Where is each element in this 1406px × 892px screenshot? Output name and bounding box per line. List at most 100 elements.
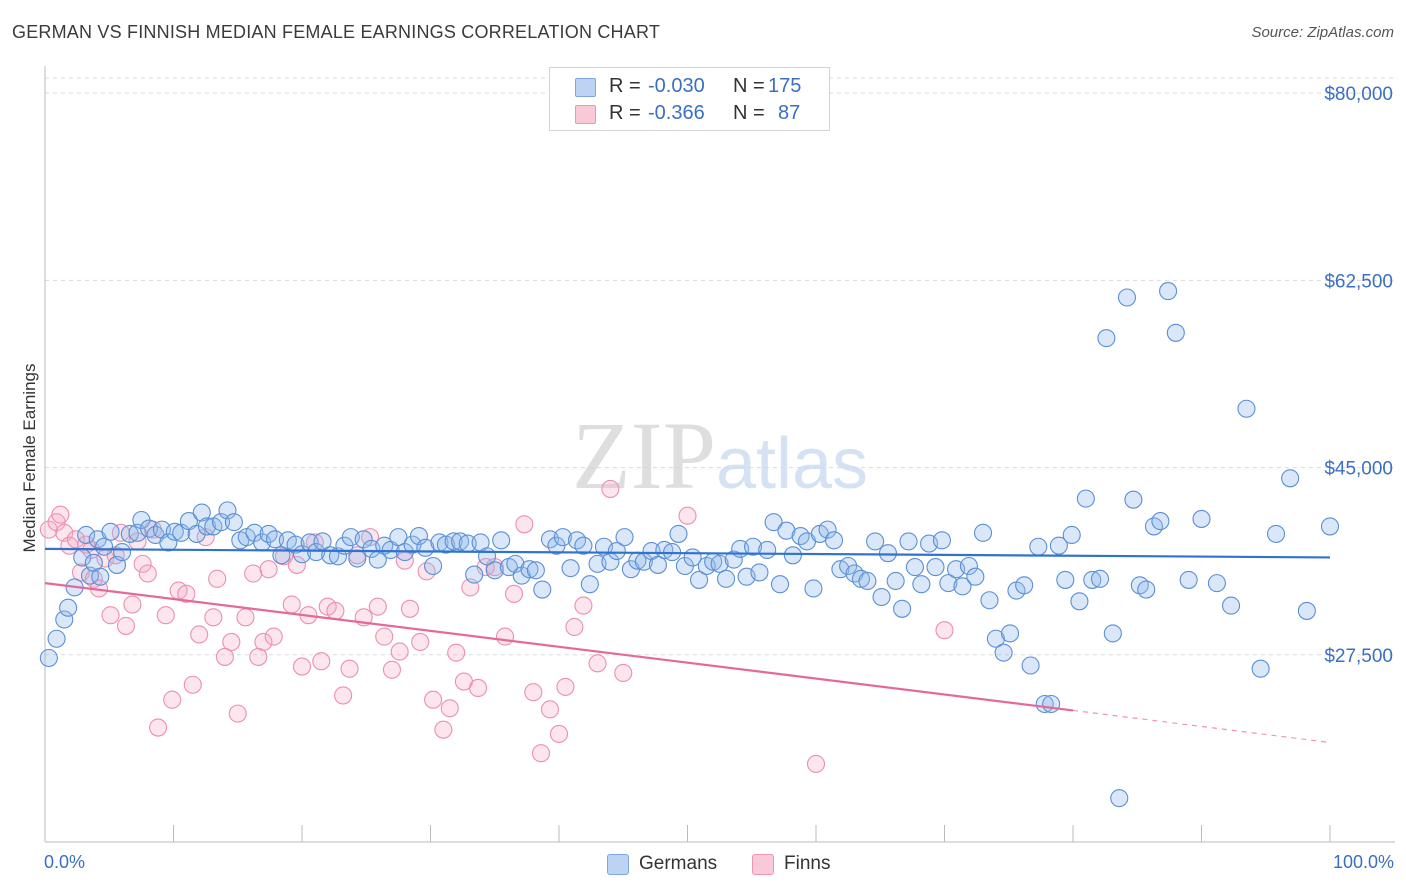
finns-point (549, 724, 569, 744)
germans-point (409, 527, 428, 546)
y-tick-label: $45,000 (1324, 459, 1393, 480)
germans-point (893, 599, 912, 618)
germans-point (389, 528, 408, 547)
germans-point (485, 561, 504, 580)
finns-point (236, 608, 255, 627)
finns-point (287, 555, 306, 574)
germans-point (55, 610, 74, 629)
germans-point (966, 567, 985, 586)
finns-point (556, 677, 575, 696)
germans-point (1110, 789, 1129, 808)
finns-point (601, 479, 620, 499)
germans-point (804, 579, 823, 598)
finns-point (390, 642, 409, 661)
germans-point (866, 532, 885, 551)
legend-row-germans: R = -0.030 N = 175 (550, 73, 829, 101)
germans-point (615, 528, 634, 547)
germans-point (113, 543, 132, 562)
finns-point (440, 699, 459, 718)
germans-point (580, 575, 599, 594)
germans-point (465, 565, 484, 584)
germans-point (424, 556, 443, 576)
germans-label: Germans (639, 853, 718, 874)
legend-row-finns: R = -0.366 N = 87 (550, 100, 829, 128)
germans-point (561, 559, 580, 578)
germans-point (959, 556, 978, 576)
finns-point (515, 515, 534, 534)
germans-point (1281, 469, 1300, 488)
germans-point (265, 530, 285, 549)
germans-point (980, 591, 999, 610)
germans-point (886, 571, 905, 591)
germans-point (492, 531, 511, 550)
germans-point (710, 554, 729, 573)
y-tick-label: $62,500 (1324, 271, 1393, 292)
finns-point (447, 643, 466, 662)
germans-point (1124, 490, 1143, 509)
finns-point (204, 608, 223, 627)
germans-point (872, 587, 891, 607)
germans-point (1062, 525, 1081, 545)
finns-point (149, 718, 168, 737)
germans-point (1090, 569, 1110, 588)
legend-n-label: N = (733, 102, 765, 124)
germans-point (307, 543, 326, 562)
finns-point (101, 606, 120, 625)
germans-point (77, 525, 96, 545)
germans-point (648, 555, 667, 574)
germans-point (724, 550, 743, 569)
finns-point (183, 675, 202, 694)
germans-point (197, 517, 216, 536)
germans-point (858, 571, 877, 591)
germans-point (165, 522, 184, 541)
finns-point (244, 564, 263, 583)
series-legend: Germans Finns (0, 852, 1406, 878)
germans-point (939, 574, 958, 593)
germans-point (224, 513, 243, 532)
finns-point (468, 678, 488, 698)
finns-point (806, 754, 826, 773)
germans-point (187, 524, 206, 543)
germans-point (286, 535, 305, 554)
finns-point (614, 663, 633, 683)
germans-point (533, 580, 552, 599)
finns-point (312, 652, 331, 671)
germans-point (1251, 659, 1270, 678)
germans-point (1266, 524, 1286, 543)
germans-point (1070, 592, 1089, 611)
germans-point (994, 643, 1013, 662)
germans-point (953, 577, 972, 596)
finns-point (264, 627, 283, 646)
y-tick-label: $80,000 (1324, 84, 1393, 105)
finns-point (504, 584, 524, 603)
germans-point (574, 536, 593, 555)
germans-point (120, 524, 139, 543)
germans-point (47, 629, 66, 648)
finns-point (222, 632, 241, 652)
finns-point (368, 597, 387, 616)
finns-point (935, 621, 954, 640)
legend-swatch-germans (575, 78, 596, 97)
y-tick-labels: $27,500 $45,000 $62,500 $80,000 (1324, 84, 1393, 667)
legend-n-value: 87 (778, 102, 801, 124)
germans-point (1320, 517, 1340, 536)
germans-point (1015, 576, 1034, 595)
finns-swatch (752, 854, 774, 875)
germans-point (973, 523, 993, 542)
finns-point (411, 632, 430, 652)
germans-point (101, 522, 120, 541)
germans-point (526, 561, 545, 580)
germans-point (1192, 509, 1211, 528)
finns-point (51, 505, 70, 524)
germans-point (818, 520, 837, 539)
germans-point (91, 567, 110, 586)
finns-point (340, 659, 359, 678)
germans-point (1151, 512, 1170, 531)
germans-point (328, 547, 348, 566)
axes (44, 66, 1395, 843)
germans-trend-line (44, 547, 1331, 559)
germans-point (1166, 323, 1185, 342)
finns-point (282, 595, 301, 614)
y-tick-label: $27,500 (1324, 646, 1393, 667)
